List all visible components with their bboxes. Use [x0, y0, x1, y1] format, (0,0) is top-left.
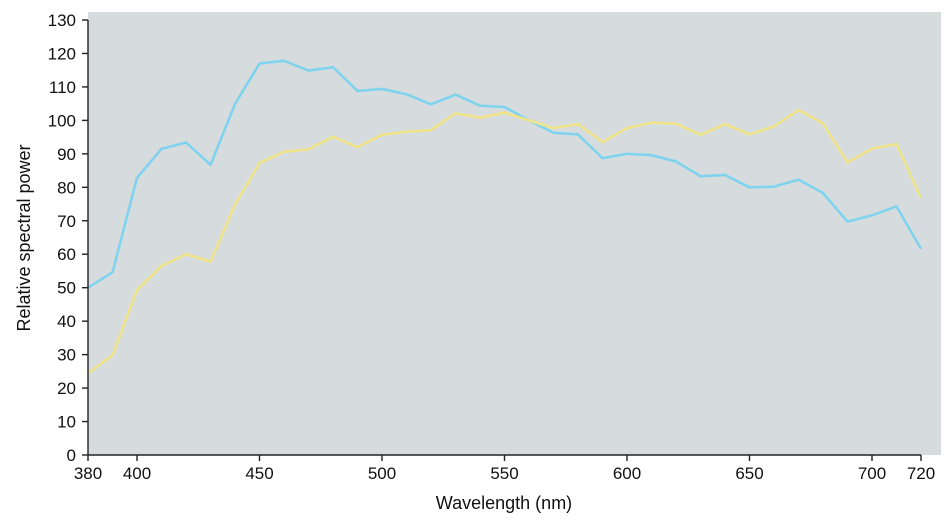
series-layer [87, 59, 923, 375]
y-tick-label-70: 70 [57, 212, 76, 231]
y-tick-label-20: 20 [57, 379, 76, 398]
x-axis-label: Wavelength (nm) [436, 493, 572, 513]
y-tick-label-10: 10 [57, 413, 76, 432]
plot-background [88, 12, 941, 455]
y-tick-label-80: 80 [57, 178, 76, 197]
y-tick-label-130: 130 [48, 11, 76, 30]
y-tick-label-90: 90 [57, 145, 76, 164]
x-tick-label-700: 700 [858, 464, 886, 483]
series-line-2 [87, 108, 923, 375]
x-tick-label-650: 650 [735, 464, 763, 483]
x-tick-label-600: 600 [613, 464, 641, 483]
x-tick-label-500: 500 [368, 464, 396, 483]
x-tick-label-450: 450 [245, 464, 273, 483]
x-tick-label-550: 550 [490, 464, 518, 483]
y-tick-label-0: 0 [67, 446, 76, 465]
axes-layer: 0 10 20 30 40 50 60 70 80 90 100 110 120 130 380 400 450… [48, 11, 936, 483]
x-tick-label-380: 380 [74, 464, 102, 483]
x-tick-label-720: 720 [907, 464, 935, 483]
x-tick-label-400: 400 [123, 464, 151, 483]
y-tick-label-110: 110 [49, 78, 76, 97]
y-axis-label: Relative spectral power [14, 144, 34, 331]
y-tick-label-50: 50 [57, 279, 76, 298]
series-line-1 [87, 59, 923, 289]
y-tick-label-30: 30 [57, 346, 76, 365]
y-tick-label-120: 120 [48, 44, 76, 63]
y-tick-label-40: 40 [57, 312, 76, 331]
y-tick-label-100: 100 [48, 111, 76, 130]
y-tick-label-60: 60 [57, 245, 76, 264]
